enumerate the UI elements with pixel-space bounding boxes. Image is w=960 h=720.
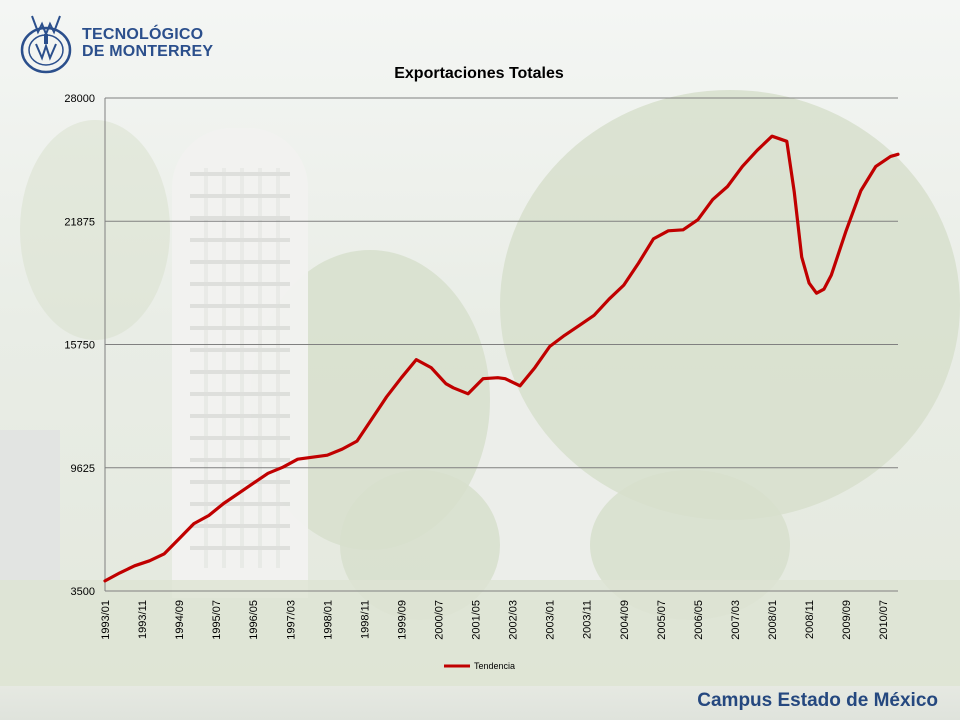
x-tick-label: 2002/03 <box>508 600 520 640</box>
x-tick-label: 1995/07 <box>211 600 223 640</box>
x-tick-label: 1999/09 <box>396 600 408 640</box>
x-tick-label: 2003/11 <box>582 600 594 639</box>
x-tick-label: 1998/01 <box>322 600 334 640</box>
x-tick-label: 2005/07 <box>656 600 668 640</box>
x-tick-label: 2010/07 <box>878 600 890 640</box>
x-tick-label: 1996/05 <box>248 600 260 640</box>
x-tick-label: 1994/09 <box>174 600 186 640</box>
x-tick-label: 2004/09 <box>619 600 631 640</box>
x-tick-label: 1998/11 <box>359 600 371 639</box>
y-tick-label: 3500 <box>71 586 95 598</box>
x-tick-label: 2008/01 <box>767 600 779 640</box>
y-tick-label: 28000 <box>64 93 95 105</box>
tec-seal-icon <box>20 15 72 74</box>
x-axis-ticks: 1993/01 1993/11 1994/09 1995/07 1996/05 1997/… <box>100 600 890 640</box>
grid-lines <box>104 97 898 592</box>
x-tick-label: 1993/11 <box>137 600 149 639</box>
series-line-tendencia <box>103 134 900 583</box>
x-tick-label: 1993/01 <box>100 600 112 640</box>
x-tick-label: 1997/03 <box>285 600 297 640</box>
x-tick-label: 2000/07 <box>434 600 446 640</box>
x-tick-label: 2001/05 <box>471 600 483 640</box>
x-tick-label: 2003/01 <box>545 600 557 640</box>
x-tick-label: 2007/03 <box>730 600 742 640</box>
x-tick-label: 2009/09 <box>841 600 853 640</box>
y-tick-label: 9625 <box>71 463 95 475</box>
legend-label-tendencia: Tendencia <box>474 661 515 671</box>
y-axis-ticks: 3500 9625 15750 21875 28000 <box>64 93 95 598</box>
series-layer <box>103 134 900 583</box>
logo-line-2: DE MONTERREY <box>82 43 214 60</box>
campus-name: Campus Estado de México <box>697 690 938 711</box>
logo-line-1: TECNOLÓGICO <box>82 26 204 43</box>
tec-logo: TECNOLÓGICO DE MONTERREY <box>18 10 213 76</box>
x-tick-label: 2008/11 <box>804 600 816 639</box>
footer-band <box>0 686 960 720</box>
chart-title: Exportaciones Totales <box>394 65 564 82</box>
x-tick-label: 2006/05 <box>693 600 705 640</box>
y-tick-label: 21875 <box>64 216 95 228</box>
y-tick-label: 15750 <box>64 340 95 352</box>
legend: Tendencia <box>444 661 515 671</box>
